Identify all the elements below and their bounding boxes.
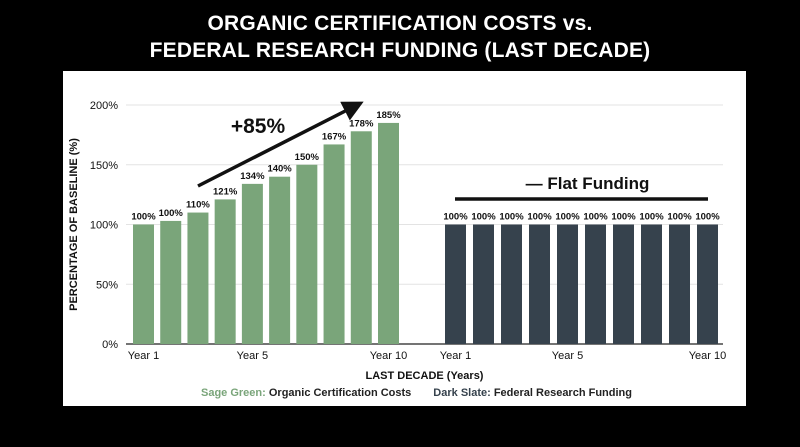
x-tick-label: Year 10 <box>370 350 408 362</box>
bar <box>160 220 182 344</box>
bar-value-label: 100% <box>131 212 156 223</box>
legend-entry: Federal Research Funding <box>491 387 632 399</box>
y-tick-label: 50% <box>96 279 118 291</box>
legend-key: Sage Green: <box>201 387 266 399</box>
y-axis-label: PERCENTAGE OF BASELINE (%) <box>68 138 80 311</box>
bar-value-label: 100% <box>159 208 184 219</box>
y-tick-label: 100% <box>90 220 118 232</box>
bar-value-label: 100% <box>499 212 524 223</box>
x-tick-label: Year 5 <box>237 350 268 362</box>
flat-funding-annotation: — Flat Funding <box>526 174 650 193</box>
chart-title: ORGANIC CERTIFICATION COSTS vs. FEDERAL … <box>0 10 800 64</box>
x-tick-label: Year 5 <box>552 350 583 362</box>
bar <box>613 224 634 344</box>
bar-value-label: 185% <box>376 110 401 121</box>
bar-value-label: 100% <box>639 212 664 223</box>
bar <box>378 122 399 344</box>
bar <box>529 224 550 344</box>
bar <box>350 131 372 344</box>
bar <box>557 224 578 344</box>
bar <box>697 224 718 344</box>
bar <box>641 224 662 344</box>
bar <box>501 224 522 344</box>
bar-value-label: 100% <box>695 212 720 223</box>
y-tick-label: 0% <box>102 339 118 351</box>
legend-key: Dark Slate: <box>433 387 490 399</box>
bar-value-label: 140% <box>267 164 292 175</box>
bar <box>269 176 291 344</box>
bar <box>445 224 466 344</box>
bar <box>296 164 318 344</box>
growth-annotation: +85% <box>231 115 286 138</box>
bar <box>133 224 154 344</box>
legend-entry: Organic Certification Costs <box>266 387 411 399</box>
bar-value-label: 100% <box>527 212 552 223</box>
x-axis-label: LAST DECADE (Years) <box>366 370 484 382</box>
bar-chart: 0% 50% 100% 150% 200% PERCENTAGE OF BASELINE … <box>68 100 727 399</box>
chart-panel: 0% 50% 100% 150% 200% PERCENTAGE OF BASELINE … <box>63 71 746 406</box>
bar-value-label: 121% <box>213 186 238 197</box>
bar-value-label: 150% <box>295 152 320 163</box>
legend: Sage Green: Organic Certification Costs D… <box>201 387 632 399</box>
bar <box>585 224 606 344</box>
x-tick-label: Year 1 <box>440 350 471 362</box>
bar-value-label: 178% <box>349 118 374 129</box>
bar-value-label: 100% <box>443 212 468 223</box>
x-tick-label: Year 1 <box>128 350 159 362</box>
chart-title-line-1: ORGANIC CERTIFICATION COSTS vs. <box>207 12 593 35</box>
x-tick-label: Year 10 <box>689 350 727 362</box>
bar <box>473 224 494 344</box>
bar <box>187 212 209 344</box>
bar <box>241 183 263 344</box>
bar-value-label: 100% <box>471 212 496 223</box>
y-tick-label: 200% <box>90 100 118 112</box>
bar-value-label: 167% <box>322 131 347 142</box>
bar-value-label: 100% <box>583 212 608 223</box>
bar-value-label: 134% <box>240 171 265 182</box>
bar <box>214 199 236 344</box>
bar-value-label: 100% <box>611 212 636 223</box>
bar-value-label: 100% <box>555 212 580 223</box>
growth-arrow <box>197 101 364 188</box>
bar <box>323 144 345 344</box>
chart-title-line-2: FEDERAL RESEARCH FUNDING (LAST DECADE) <box>149 39 651 62</box>
bar-value-label: 110% <box>186 200 210 211</box>
y-tick-label: 150% <box>90 160 118 172</box>
bar-value-label: 100% <box>667 212 692 223</box>
bar <box>669 224 690 344</box>
